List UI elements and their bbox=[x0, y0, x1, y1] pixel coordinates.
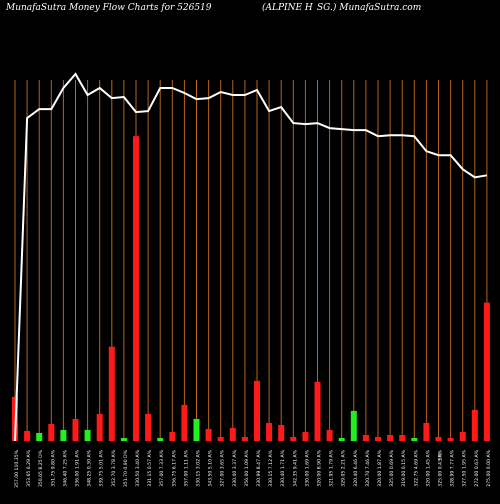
bar bbox=[84, 429, 91, 441]
bar bbox=[483, 302, 490, 441]
bar bbox=[169, 431, 176, 441]
chart-title-site: SG.) MunafaSutra.com bbox=[317, 3, 422, 13]
x-tick-label: 342.35 9.41 A% bbox=[292, 449, 298, 486]
x-tick-label: 356.00 1.09 A% bbox=[244, 449, 250, 486]
x-tick-label: 320.70 7.46 A% bbox=[365, 449, 371, 486]
x-tick-label: 339.75 5.01 A% bbox=[99, 449, 105, 486]
x-tick-label: 330.99 8.47 A% bbox=[256, 449, 262, 486]
x-tick-label: 330.00 3.37 A% bbox=[232, 449, 238, 486]
bar bbox=[375, 436, 381, 441]
x-tick-label: 336.00 1.91 A% bbox=[75, 449, 81, 486]
bar bbox=[326, 429, 333, 441]
x-tick-label: 275.00 0.00 A% bbox=[486, 449, 492, 486]
x-tick-label: 330.40 1.71 A% bbox=[280, 449, 286, 486]
x-tick-label: 352.70 3.78 A% bbox=[111, 449, 117, 486]
x-tick-label: 356.75 6.17 A% bbox=[171, 449, 177, 486]
bar bbox=[314, 381, 321, 441]
bar bbox=[157, 437, 164, 441]
bar bbox=[241, 436, 248, 441]
bar bbox=[399, 434, 406, 441]
bar bbox=[24, 430, 31, 441]
bar bbox=[60, 429, 67, 441]
x-tick-label: 322.75 4.69 A% bbox=[413, 449, 419, 486]
bar bbox=[145, 413, 152, 441]
x-tick-label: 357.00 1.11 A% bbox=[183, 449, 189, 486]
x-tick-label: 330.00 1.69 A% bbox=[304, 449, 310, 486]
bar bbox=[96, 413, 103, 441]
x-tick-label: 327.50 1.95 A% bbox=[462, 449, 468, 486]
bar bbox=[362, 434, 369, 441]
bar bbox=[423, 422, 430, 441]
x-tick-label: 353.65 6.29 A% bbox=[26, 449, 32, 486]
chart-title: MunafaSutra Money Flow Charts for 526519 bbox=[6, 3, 212, 13]
x-tick-label: 348.25 0.30 A% bbox=[87, 449, 93, 486]
bar bbox=[181, 404, 188, 441]
bar bbox=[459, 431, 466, 441]
bar bbox=[447, 437, 454, 441]
chart-title-company: (ALPINE H bbox=[262, 3, 313, 13]
bar bbox=[338, 437, 345, 441]
x-tick-label: 328.99 7.77 A% bbox=[450, 449, 456, 486]
bar bbox=[205, 428, 212, 441]
x-tick-label: 330.15 7.12 A% bbox=[268, 449, 274, 486]
x-tick-label: 351.70 0.90 D% bbox=[123, 449, 129, 487]
x-tick-label: 320.00 8.90 A% bbox=[317, 449, 323, 486]
x-tick-label: 272.00 0.63 A% bbox=[474, 449, 480, 486]
x-tick-label: 321.95 1.79 A% bbox=[329, 449, 335, 486]
bar bbox=[133, 136, 139, 441]
bar bbox=[350, 410, 357, 441]
bar bbox=[278, 424, 285, 441]
bar bbox=[471, 409, 478, 441]
x-tick-label: 331.15 0.57 A% bbox=[147, 449, 153, 486]
x-tick-label: 325.00 0.43 A% bbox=[438, 449, 444, 486]
x-tick-label: 346.40 7.25 A% bbox=[62, 449, 68, 486]
x-tick-label: 320.00 1.87 A% bbox=[377, 449, 383, 486]
x-tick-label: 351.75 9.80 A% bbox=[50, 449, 56, 486]
bar bbox=[411, 437, 418, 441]
x-tick-label: 357.00 7.33 A% bbox=[159, 449, 165, 486]
x-tick-label: 327.00 3.65 A% bbox=[220, 449, 226, 486]
bar bbox=[217, 436, 224, 441]
bar bbox=[108, 346, 115, 441]
price-line bbox=[14, 72, 488, 442]
x-tick-label-extra: 5% bbox=[438, 452, 444, 460]
bar bbox=[302, 431, 309, 441]
x-tick-label: 319.00 0.15 A% bbox=[401, 449, 407, 486]
bar bbox=[48, 423, 55, 441]
bar bbox=[72, 418, 79, 441]
x-tick-label: 330.15 3.02 A% bbox=[196, 449, 202, 486]
bar bbox=[229, 427, 236, 441]
x-tick-label: 350.65 8.25 D% bbox=[38, 449, 44, 487]
bar bbox=[435, 436, 442, 441]
x-tick-label: 343.50 5.10 A% bbox=[208, 449, 214, 486]
bar bbox=[254, 380, 260, 441]
bar bbox=[36, 432, 43, 441]
x-tick-label: 325.00 0.69 A% bbox=[389, 449, 395, 486]
x-tick-label: 320.00 1.45 A% bbox=[425, 449, 431, 486]
bar bbox=[290, 436, 297, 441]
x-tick-label: 329.05 2.21 A% bbox=[341, 449, 347, 486]
bar bbox=[387, 434, 394, 441]
bar bbox=[193, 418, 200, 441]
x-tick-label: 330.50 3.40 A% bbox=[135, 449, 141, 486]
x-tick-label: 320.40 6.46 A% bbox=[353, 449, 359, 486]
x-tick-label: 357.00 110.35% bbox=[14, 449, 20, 488]
bar bbox=[120, 437, 127, 441]
bar bbox=[266, 422, 273, 441]
